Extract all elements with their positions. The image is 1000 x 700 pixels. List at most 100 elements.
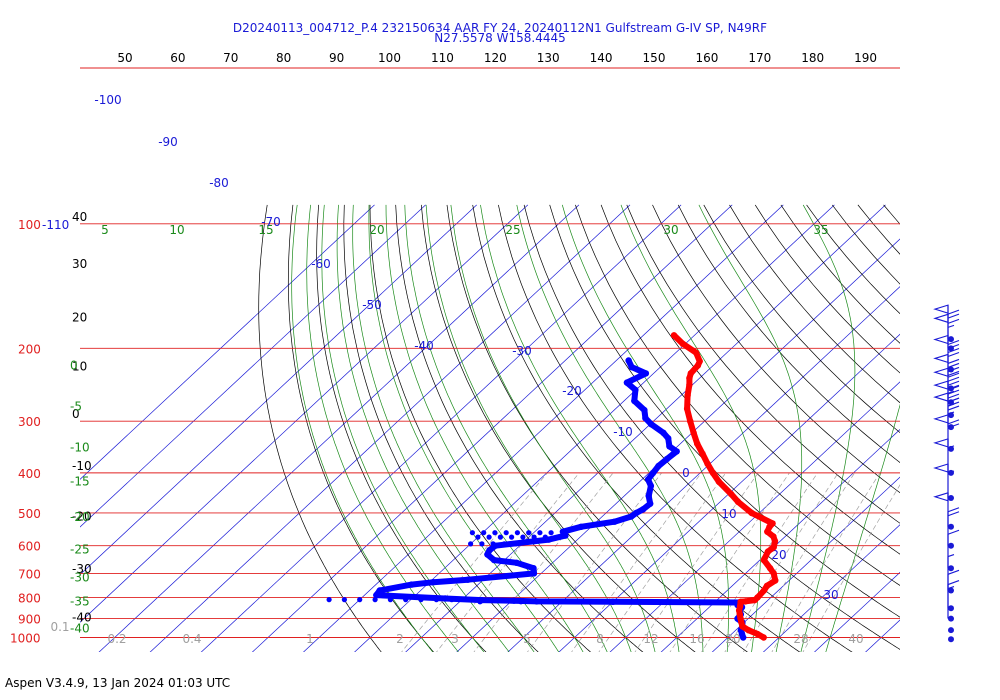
dewpoint-profile-point [559, 528, 567, 535]
wind-barb-full [947, 397, 960, 403]
dewpoint-scatter-group [326, 530, 728, 606]
dewpoint-profile-point [530, 565, 537, 572]
left-scale-label: 20 [72, 310, 87, 324]
dewpoint-profile-point [642, 415, 649, 422]
wetbulb-scale-label: -10 [70, 441, 90, 455]
wind-barb-full [947, 405, 960, 411]
wind-barb [933, 304, 960, 343]
dewpoint-profile-point [373, 591, 380, 599]
dewpoint-profile-point [442, 595, 449, 602]
top-scale-label: 130 [537, 51, 560, 65]
dewpoint-scatter-point [490, 541, 496, 547]
dewpoint-profile-point [609, 598, 617, 605]
dry-adiabat-line [549, 204, 900, 618]
moist-adiabat-line [425, 204, 632, 652]
dewpoint-profile-point [648, 421, 655, 428]
moist-adiabat-line [480, 204, 680, 652]
wind-barb-full [947, 385, 960, 391]
wind-barb-full [947, 401, 960, 407]
mixing-ratio-line [742, 472, 855, 652]
wetbulb-scale-label: -5 [70, 399, 82, 413]
dewpoint-scatter-point [559, 599, 565, 605]
wind-barb-full [947, 343, 960, 350]
moist-adiabat-line [516, 204, 704, 652]
wind-barb-full [947, 380, 960, 386]
dry-adiabat-line [857, 204, 900, 255]
mixing-ratio-label: 20 [725, 632, 740, 646]
dewpoint-scatter-point [492, 530, 498, 536]
dry-adiabat-line [258, 204, 382, 652]
mixing-ratio-label: 2 [396, 632, 404, 646]
top-left-label: -110 [42, 218, 69, 232]
dewpoint-scatter-point [542, 534, 548, 540]
dry-adiabat-line [575, 204, 900, 586]
dewpoint-profile-point [660, 429, 667, 436]
temperature-profile-point [699, 450, 706, 458]
moist-adiabat-line [404, 204, 608, 652]
dewpoint-profile-point [642, 370, 650, 377]
dry-adiabat-line [343, 204, 539, 652]
wind-barb [948, 636, 954, 643]
dewpoint-scatter-point [326, 597, 332, 603]
wind-barb-full [947, 529, 960, 535]
temperature-profile-point [684, 392, 691, 399]
dewpoint-scatter-point [468, 541, 474, 547]
moist-adiabat-line [336, 204, 510, 652]
dewpoint-profile-point [376, 587, 383, 594]
dewpoint-profile-point [533, 598, 540, 605]
mixing-ratio-label: 0.1 [50, 620, 69, 634]
isotherm-line [814, 571, 900, 652]
isotherm-line [80, 204, 477, 576]
temperature-profile-point [670, 332, 678, 339]
left-scale-label: 40 [72, 210, 87, 224]
dewpoint-profile-point [644, 476, 652, 483]
mixing-ratio-line [473, 472, 614, 652]
wind-barb-half [947, 586, 955, 590]
temperature-profile-point [748, 509, 755, 517]
top-scale-label: 80 [276, 51, 291, 65]
dewpoint-scatter-point [418, 597, 424, 603]
wetbulb-scale-label: -25 [70, 543, 90, 557]
isotherm-label: -70 [261, 215, 281, 229]
dewpoint-scatter-point [403, 597, 409, 603]
temperature-profile-point [687, 418, 694, 425]
isotherm-label: -40 [414, 339, 434, 353]
dry-adiabat-line [729, 204, 900, 404]
isotherm-line [609, 381, 900, 652]
wind-barb-pennant [933, 492, 949, 502]
moist-adiabat-label: 35 [813, 223, 828, 237]
wind-barb-pennant [933, 313, 949, 324]
dewpoint-profile-point [633, 509, 640, 517]
temperature-profile-point [760, 634, 767, 641]
wind-barb-full [947, 372, 960, 378]
pressure-label: 700 [18, 567, 41, 581]
dry-adiabat-line [472, 204, 801, 652]
dewpoint-profile-point [673, 448, 680, 455]
temperature-profile-point [734, 498, 742, 505]
wind-barb [933, 392, 960, 431]
wind-barb-pennant [933, 380, 949, 390]
dewpoint-profile-point [647, 500, 654, 507]
dry-adiabat-line [754, 204, 900, 374]
wind-barb-full [947, 339, 960, 346]
wind-barb-dot [948, 542, 954, 549]
isotherm-label: 10 [721, 507, 736, 521]
wetbulb-scale-label: -20 [70, 510, 90, 524]
dry-adiabat-line [883, 204, 900, 225]
isotherm-line [914, 205, 1000, 655]
temperature-profile-point [693, 349, 700, 356]
left-scale-label: 0 [72, 407, 80, 421]
wind-barb-full [947, 419, 960, 425]
wetbulb-scale-label: -35 [70, 594, 90, 608]
dry-adiabat-line [703, 204, 900, 434]
moist-adiabat-line [561, 204, 729, 652]
dewpoint-scatter-point [449, 597, 455, 603]
moist-adiabat-line [800, 204, 856, 652]
mixing-ratio-label: 5 [523, 632, 531, 646]
left-scale-label: -10 [72, 459, 92, 473]
temperature-profile-point [769, 520, 776, 527]
dry-adiabat-line [600, 204, 900, 555]
temperature-profile-point [745, 627, 752, 634]
mixing-ratio-label: 0.4 [182, 632, 201, 646]
dewpoint-profile-point [632, 386, 639, 394]
